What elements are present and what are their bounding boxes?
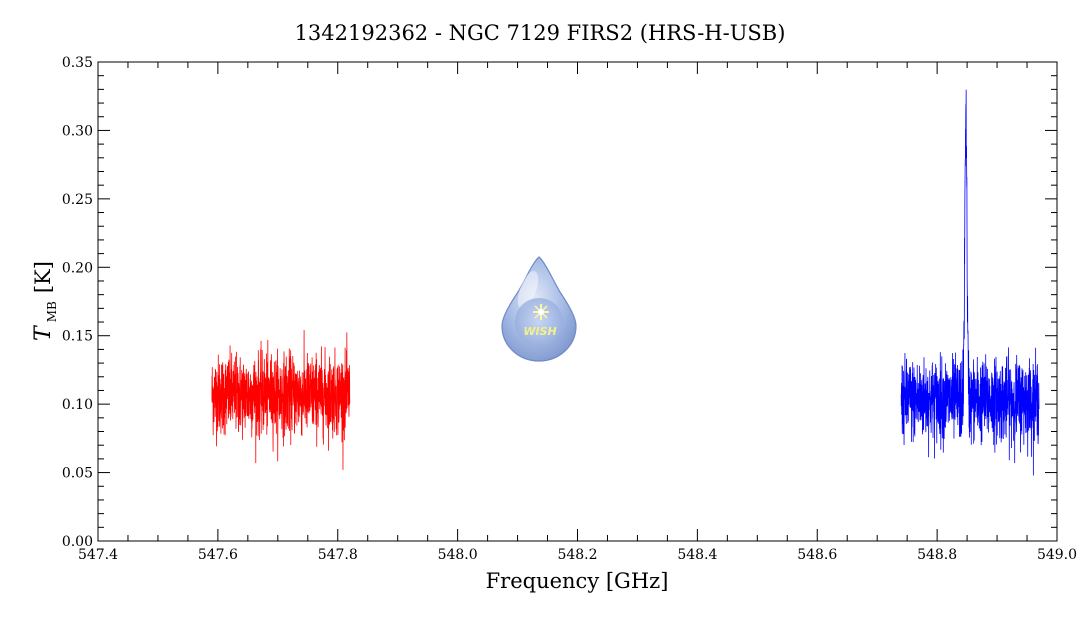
y-axis-label: T MB [K]: [31, 261, 60, 341]
wish-logo: WISH: [501, 256, 577, 362]
x-tick-label: 547.4: [78, 547, 118, 563]
y-tick-label: 0.35: [62, 55, 93, 71]
y-axis: 0.00 0.05 0.10 0.15 0.20 0.25 0.30 0.35: [62, 55, 1057, 550]
x-tick-label: 548.6: [797, 547, 837, 563]
svg-text:T MB [K]: T MB [K]: [31, 261, 60, 341]
x-tick-label: 547.8: [318, 547, 358, 563]
y-tick-label: 0.25: [62, 192, 93, 208]
x-tick-label: 548.8: [917, 547, 957, 563]
plot-frame: [97, 61, 1058, 542]
x-tick-label: 548.4: [677, 547, 717, 563]
spectrum-series-2: [900, 89, 1040, 476]
y-tick-label: 0.10: [62, 397, 93, 413]
star-icon: [533, 304, 549, 320]
y-axis-label-subscript: MB: [45, 301, 59, 322]
y-tick-label: 0.05: [62, 466, 93, 482]
chart-title: 1342192362 - NGC 7129 FIRS2 (HRS-H-USB): [295, 21, 786, 45]
droplet-highlight: [517, 271, 539, 309]
spectrum-series-1: [211, 330, 351, 470]
droplet-core: [515, 298, 563, 346]
x-tick-label: 548.2: [557, 547, 597, 563]
x-tick-label: 548.0: [438, 547, 478, 563]
logo-text: WISH: [523, 325, 556, 338]
x-tick-label: 547.6: [198, 547, 238, 563]
x-tick-label: 549.0: [1037, 547, 1077, 563]
y-axis-label-symbol: T: [31, 324, 56, 341]
plot-series: [211, 89, 1040, 476]
y-tick-label: 0.15: [62, 329, 93, 345]
x-axis-label: Frequency [GHz]: [486, 569, 669, 593]
y-tick-label: 0.20: [62, 260, 93, 276]
y-tick-label: 0.30: [62, 123, 93, 139]
x-axis: 547.4 547.6 547.8 548.0 548.2 548.4 548.6 548.8…: [78, 62, 1077, 563]
y-axis-label-unit: [K]: [31, 261, 55, 293]
y-tick-label: 0.00: [62, 534, 93, 550]
